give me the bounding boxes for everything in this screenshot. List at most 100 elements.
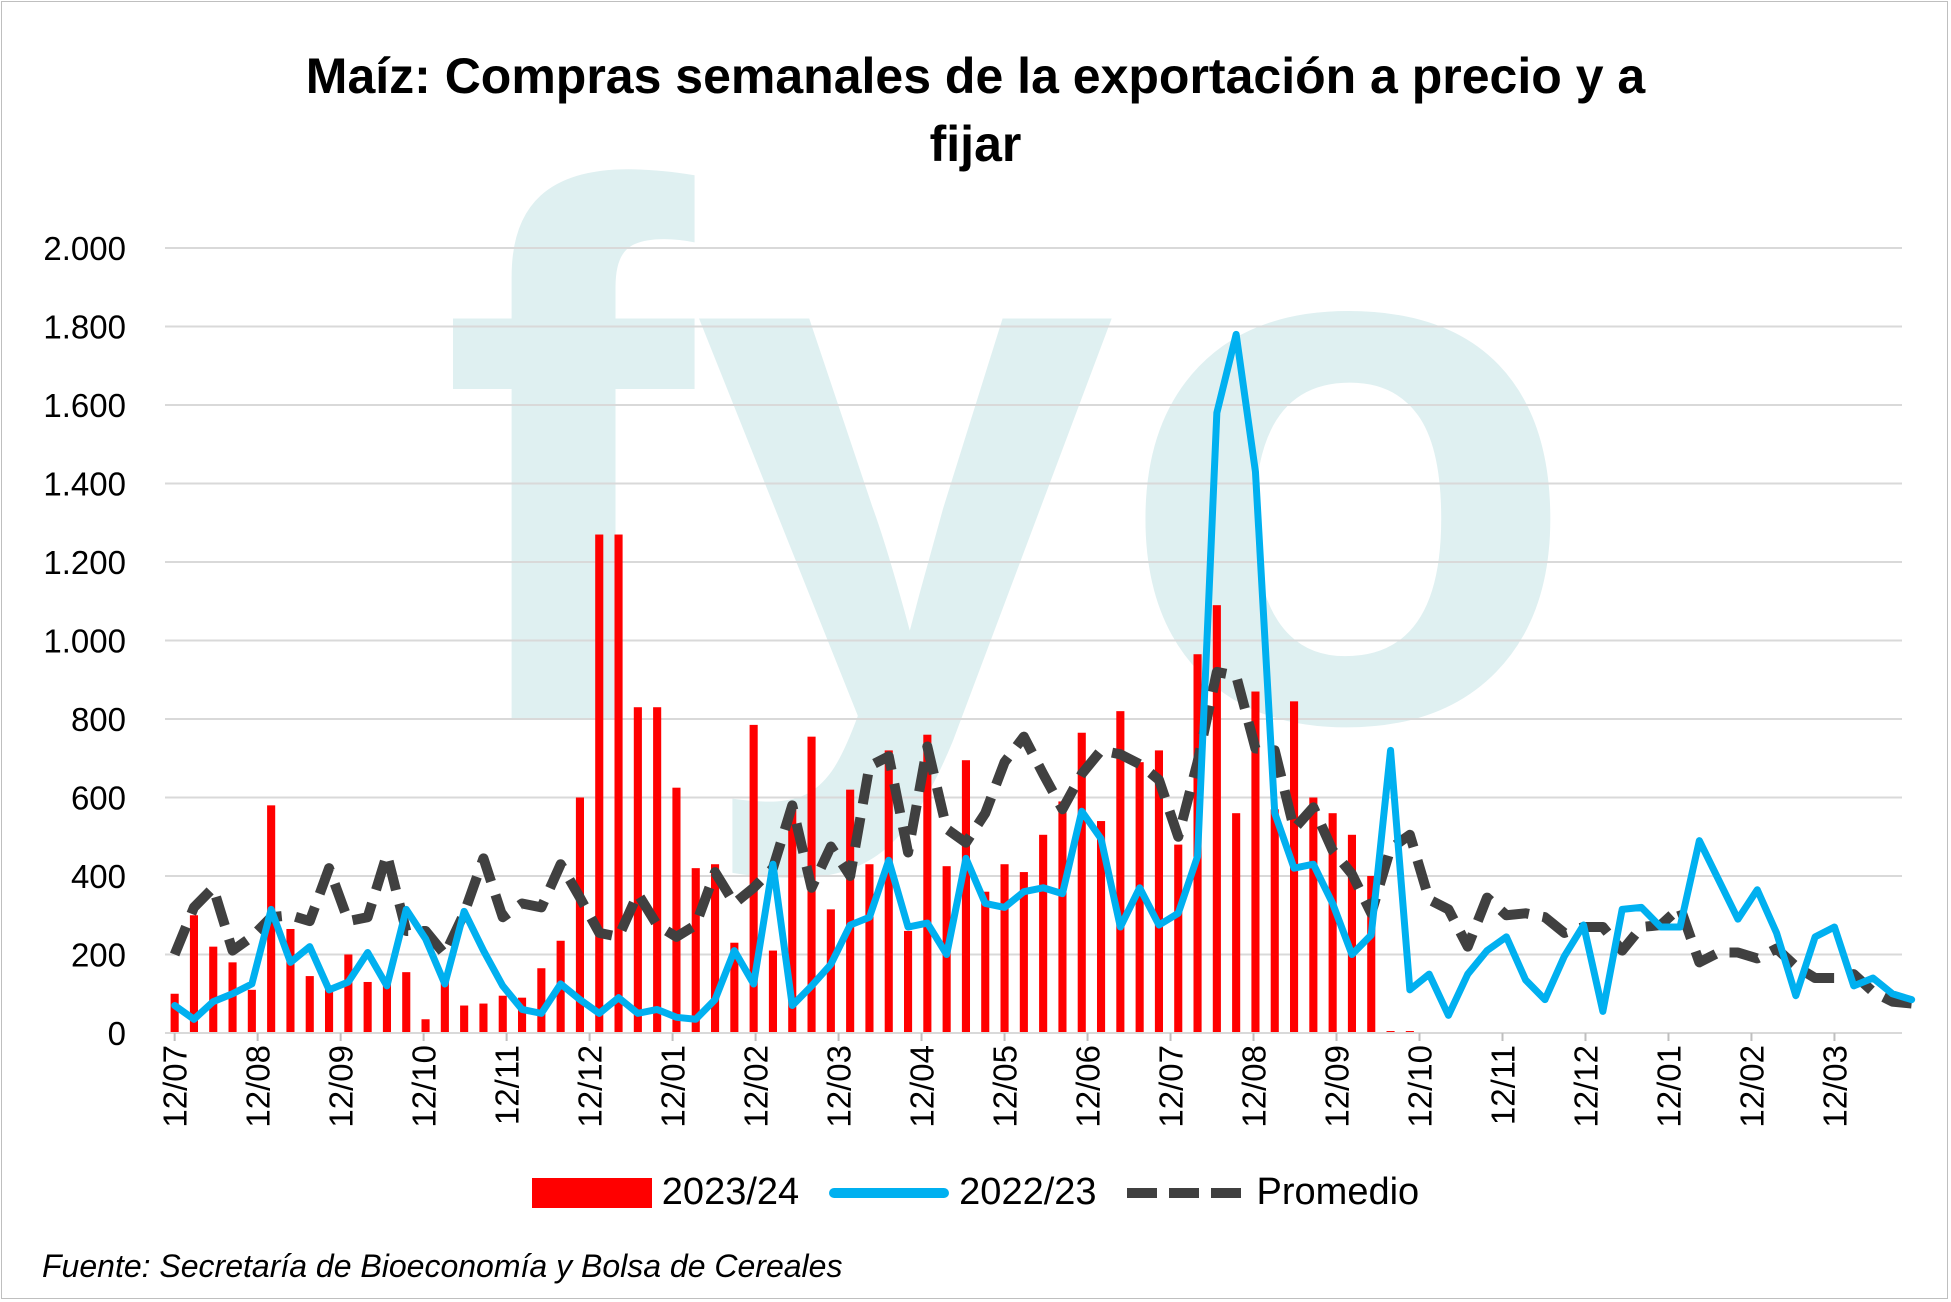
bar bbox=[981, 891, 990, 1033]
x-tick-label: 12/09 bbox=[323, 1045, 360, 1128]
legend-label-2023-24: 2023/24 bbox=[661, 1171, 800, 1213]
x-tick-label: 12/12 bbox=[572, 1045, 609, 1128]
bar bbox=[1058, 801, 1067, 1033]
bar bbox=[460, 1005, 469, 1033]
bar bbox=[730, 942, 739, 1033]
bar bbox=[382, 981, 392, 1033]
x-tick-label: 12/01 bbox=[1650, 1045, 1687, 1128]
x-tick-label: 12/11 bbox=[489, 1045, 526, 1125]
bar bbox=[1000, 864, 1009, 1033]
bar bbox=[402, 972, 411, 1033]
title-line-1: Maíz: Compras semanales de la exportació… bbox=[305, 48, 1646, 104]
y-tick-label: 1.200 bbox=[43, 544, 126, 581]
bar bbox=[923, 734, 932, 1033]
bar bbox=[846, 789, 855, 1033]
x-tick-label: 12/09 bbox=[1319, 1045, 1356, 1128]
bar bbox=[1154, 750, 1164, 1033]
bar bbox=[305, 976, 314, 1033]
legend-item-2022-23: 2022/23 bbox=[829, 1171, 1097, 1214]
y-tick-label: 2.000 bbox=[43, 230, 126, 267]
bar bbox=[421, 1019, 430, 1033]
bar bbox=[768, 950, 778, 1033]
bar bbox=[1347, 834, 1357, 1033]
bar bbox=[324, 985, 334, 1033]
bar bbox=[961, 760, 971, 1033]
bar bbox=[1019, 872, 1028, 1033]
title-line-2: fijar bbox=[929, 116, 1022, 172]
bar bbox=[1270, 809, 1279, 1033]
bar bbox=[1328, 813, 1337, 1033]
x-tick-label: 12/11 bbox=[1484, 1045, 1521, 1125]
x-tick-label: 12/07 bbox=[1153, 1045, 1190, 1128]
bar bbox=[344, 954, 353, 1033]
bar bbox=[537, 968, 546, 1033]
x-tick-label: 12/01 bbox=[655, 1045, 692, 1128]
bar bbox=[1096, 821, 1106, 1033]
bar bbox=[1116, 711, 1125, 1033]
bar bbox=[633, 707, 642, 1033]
y-tick-label: 200 bbox=[71, 937, 126, 974]
x-tick-label: 12/02 bbox=[738, 1045, 775, 1128]
bar bbox=[575, 797, 585, 1033]
bar bbox=[286, 928, 295, 1033]
bar bbox=[1309, 797, 1318, 1033]
x-tick-label: 12/04 bbox=[904, 1045, 941, 1128]
watermark-logo: fyo bbox=[440, 33, 1580, 886]
bar bbox=[247, 989, 256, 1033]
x-tick-label: 12/05 bbox=[987, 1045, 1024, 1128]
legend-label-2022-23: 2022/23 bbox=[959, 1171, 1097, 1213]
series-lines bbox=[170, 330, 1916, 1023]
watermark-text: fyo bbox=[440, 33, 1580, 886]
bar bbox=[1135, 762, 1144, 1033]
y-tick-label: 1.000 bbox=[43, 623, 126, 660]
x-tick-label: 12/02 bbox=[1733, 1045, 1770, 1128]
bar bbox=[517, 997, 527, 1033]
bar bbox=[209, 946, 218, 1033]
bar bbox=[903, 930, 913, 1033]
bar bbox=[749, 724, 758, 1033]
bar bbox=[1212, 605, 1221, 1033]
bar bbox=[653, 707, 662, 1033]
legend: 2023/24 2022/23 Promedio bbox=[0, 1171, 1951, 1214]
bar bbox=[498, 995, 507, 1033]
bar bbox=[363, 981, 372, 1033]
bar bbox=[228, 962, 237, 1033]
y-tick-label: 0 bbox=[108, 1015, 126, 1052]
bar bbox=[788, 805, 797, 1033]
legend-item-2023-24: 2023/24 bbox=[531, 1171, 800, 1214]
y-axis-ticks: 0 200 400 600 800 1.000 1.200 1.400 1.600 1.800 2.… bbox=[43, 230, 126, 1052]
legend-swatch-line bbox=[829, 1187, 950, 1198]
x-tick-label: 12/06 bbox=[1070, 1045, 1107, 1128]
y-tick-label: 1.800 bbox=[43, 309, 126, 346]
bar bbox=[691, 868, 700, 1033]
bar bbox=[440, 974, 449, 1033]
legend-item-promedio: Promedio bbox=[1126, 1171, 1420, 1214]
source-note: Fuente: Secretaría de Bioeconomía y Bols… bbox=[42, 1248, 843, 1284]
bar bbox=[1251, 691, 1260, 1033]
x-tick-label: 12/12 bbox=[1567, 1045, 1604, 1128]
x-tick-label: 12/10 bbox=[1402, 1045, 1439, 1128]
x-tick-label: 12/07 bbox=[157, 1045, 194, 1128]
bar bbox=[710, 864, 720, 1033]
bar bbox=[170, 993, 179, 1033]
line-2022-23 bbox=[171, 330, 1916, 1023]
bar bbox=[614, 534, 623, 1033]
x-axis bbox=[165, 1032, 1902, 1041]
legend-label-promedio: Promedio bbox=[1256, 1171, 1420, 1213]
line-promedio bbox=[170, 666, 1913, 1009]
x-tick-label: 12/08 bbox=[240, 1045, 277, 1128]
bar bbox=[865, 864, 874, 1033]
x-tick-label: 12/08 bbox=[1236, 1045, 1273, 1128]
legend-swatch-bar bbox=[531, 1177, 652, 1208]
x-axis-ticks: 12/07 12/08 12/09 12/10 12/11 12/12 12/01 12/02… bbox=[157, 1045, 1854, 1128]
bars-2023-24 bbox=[170, 534, 1414, 1033]
y-tick-label: 400 bbox=[71, 858, 126, 895]
bar bbox=[1174, 844, 1183, 1033]
x-tick-label: 12/10 bbox=[406, 1045, 443, 1128]
legend-swatch-dash bbox=[1126, 1187, 1247, 1198]
bar bbox=[595, 534, 604, 1033]
bar bbox=[479, 1003, 488, 1033]
bar bbox=[1367, 876, 1376, 1033]
